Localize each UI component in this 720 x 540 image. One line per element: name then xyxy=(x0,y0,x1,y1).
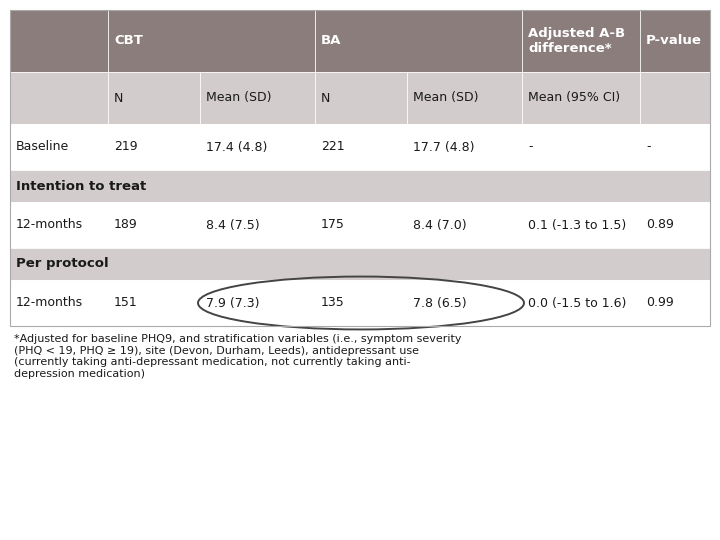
Text: N: N xyxy=(321,91,330,105)
Text: Mean (95% CI): Mean (95% CI) xyxy=(528,91,620,105)
Text: Per protocol: Per protocol xyxy=(16,258,109,271)
Bar xyxy=(200,124,315,170)
Bar xyxy=(10,124,108,170)
Bar xyxy=(640,280,710,326)
Bar xyxy=(108,280,200,326)
Bar xyxy=(407,280,522,326)
Bar xyxy=(10,72,108,124)
Text: Mean (SD): Mean (SD) xyxy=(413,91,479,105)
Text: *Adjusted for baseline PHQ9, and stratification variables (i.e., symptom severit: *Adjusted for baseline PHQ9, and stratif… xyxy=(14,334,462,379)
Bar xyxy=(407,202,522,248)
Text: CBT: CBT xyxy=(114,35,143,48)
Text: 0.1 (-1.3 to 1.5): 0.1 (-1.3 to 1.5) xyxy=(528,219,626,232)
Text: 7.9 (7.3): 7.9 (7.3) xyxy=(206,296,259,309)
Text: 7.8 (6.5): 7.8 (6.5) xyxy=(413,296,467,309)
Text: 17.4 (4.8): 17.4 (4.8) xyxy=(206,140,267,153)
Text: 189: 189 xyxy=(114,219,138,232)
Bar xyxy=(315,202,407,248)
Text: Baseline: Baseline xyxy=(16,140,69,153)
Bar xyxy=(200,72,315,124)
Bar xyxy=(108,124,200,170)
Text: -: - xyxy=(528,140,533,153)
Bar xyxy=(522,10,640,72)
Text: 17.7 (4.8): 17.7 (4.8) xyxy=(413,140,474,153)
Text: N: N xyxy=(114,91,123,105)
Text: BA: BA xyxy=(321,35,341,48)
Text: P-value: P-value xyxy=(646,35,702,48)
Bar xyxy=(315,280,407,326)
Text: 219: 219 xyxy=(114,140,138,153)
Text: 0.99: 0.99 xyxy=(646,296,674,309)
Text: 12-months: 12-months xyxy=(16,296,83,309)
Bar xyxy=(407,72,522,124)
Bar xyxy=(10,170,710,202)
Text: 151: 151 xyxy=(114,296,138,309)
Bar xyxy=(640,10,710,72)
Bar xyxy=(108,202,200,248)
Text: Intention to treat: Intention to treat xyxy=(16,179,146,192)
Text: 221: 221 xyxy=(321,140,345,153)
Bar xyxy=(108,10,315,72)
Text: -: - xyxy=(646,140,650,153)
Text: 175: 175 xyxy=(321,219,345,232)
Bar xyxy=(522,124,640,170)
Bar xyxy=(315,10,522,72)
Text: Mean (SD): Mean (SD) xyxy=(206,91,271,105)
Bar xyxy=(522,202,640,248)
Bar xyxy=(522,72,640,124)
Bar xyxy=(522,280,640,326)
Bar xyxy=(640,72,710,124)
Text: 0.89: 0.89 xyxy=(646,219,674,232)
Text: 0.0 (-1.5 to 1.6): 0.0 (-1.5 to 1.6) xyxy=(528,296,626,309)
Bar xyxy=(10,10,710,326)
Bar xyxy=(200,280,315,326)
Text: 8.4 (7.0): 8.4 (7.0) xyxy=(413,219,467,232)
Bar xyxy=(108,72,200,124)
Text: 12-months: 12-months xyxy=(16,219,83,232)
Text: Adjusted A-B
difference*: Adjusted A-B difference* xyxy=(528,27,625,55)
Bar xyxy=(200,202,315,248)
Bar xyxy=(640,124,710,170)
Bar xyxy=(407,124,522,170)
Bar xyxy=(10,280,108,326)
Bar xyxy=(315,72,407,124)
Bar xyxy=(10,10,108,72)
Bar xyxy=(10,202,108,248)
Text: 8.4 (7.5): 8.4 (7.5) xyxy=(206,219,260,232)
Bar xyxy=(640,202,710,248)
Text: 135: 135 xyxy=(321,296,345,309)
Bar xyxy=(10,248,710,280)
Bar xyxy=(315,124,407,170)
